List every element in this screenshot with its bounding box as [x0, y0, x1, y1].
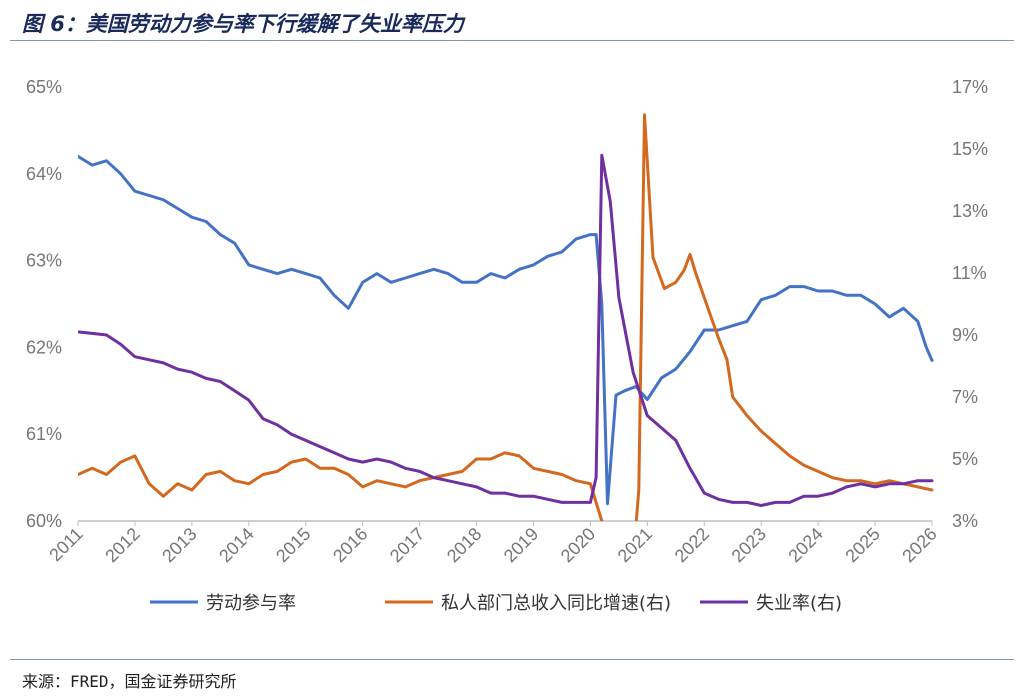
source-note: 来源：FRED，国金证券研究所 [22, 672, 237, 691]
x-tick-label: 2018 [443, 524, 485, 566]
x-tick-label: 2024 [785, 524, 827, 566]
y-left-tick-label: 63% [26, 251, 62, 271]
income-growth-series-line [78, 113, 934, 521]
x-tick-label: 2026 [898, 524, 940, 566]
x-tick-label: 2021 [614, 524, 656, 566]
series-lines [78, 113, 934, 521]
y-right-tick-label: 7% [952, 387, 978, 407]
chart-legend: 劳动参与率 私人部门总收入同比增速(右) 失业率(右) [150, 593, 842, 614]
x-tick-label: 2022 [671, 524, 713, 566]
figure-title: 图 6：美国劳动力参与率下行缓解了失业率压力 [22, 12, 464, 36]
x-tick-label: 2012 [101, 524, 143, 566]
y-right-tick-label: 13% [952, 201, 988, 221]
y-right-tick-label: 9% [952, 325, 978, 345]
x-tick-label: 2025 [841, 524, 883, 566]
x-tick-label: 2015 [272, 524, 314, 566]
y-right-tick-label: 5% [952, 449, 978, 469]
left-axis-ticks: 65% 64% 63% 62% 61% 60% [26, 77, 62, 531]
legend-item-unemployment-label: 失业率(右) [756, 593, 842, 614]
x-tick-label: 2023 [728, 524, 770, 566]
y-right-tick-label: 3% [952, 511, 978, 531]
footer-divider [10, 659, 1014, 660]
y-left-tick-label: 65% [26, 77, 62, 97]
y-right-tick-label: 15% [952, 139, 988, 159]
x-tick-label: 2014 [215, 524, 257, 566]
title-divider [10, 40, 1014, 41]
x-tick-label: 2020 [557, 524, 599, 566]
right-axis-ticks: 17% 15% 13% 11% 9% 7% 5% 3% [952, 77, 988, 531]
line-chart: 65%64%63%62%61%60% 17%15%13%11%9%7%5%3% … [26, 77, 988, 614]
y-right-tick-label: 17% [952, 77, 988, 97]
y-left-tick-label: 61% [26, 424, 62, 444]
x-tick-label: 2017 [386, 524, 428, 566]
y-left-tick-label: 60% [26, 511, 62, 531]
lfpr-series-line [78, 154, 934, 506]
unemployment-series-line [78, 153, 934, 507]
x-axis-ticks: 2011 2012 2013 2014 2015 2016 2017 2018 2019 2020… [45, 521, 941, 566]
x-tick-label: 2013 [158, 524, 200, 566]
x-tick-label: 2016 [329, 524, 371, 566]
x-tick-label: 2019 [500, 524, 542, 566]
y-left-tick-label: 64% [26, 164, 62, 184]
y-right-tick-label: 11% [952, 263, 987, 283]
legend-item-income-growth-label: 私人部门总收入同比增速(右) [441, 593, 671, 614]
legend-item-lfpr-label: 劳动参与率 [206, 593, 296, 614]
y-left-tick-label: 62% [26, 337, 62, 357]
